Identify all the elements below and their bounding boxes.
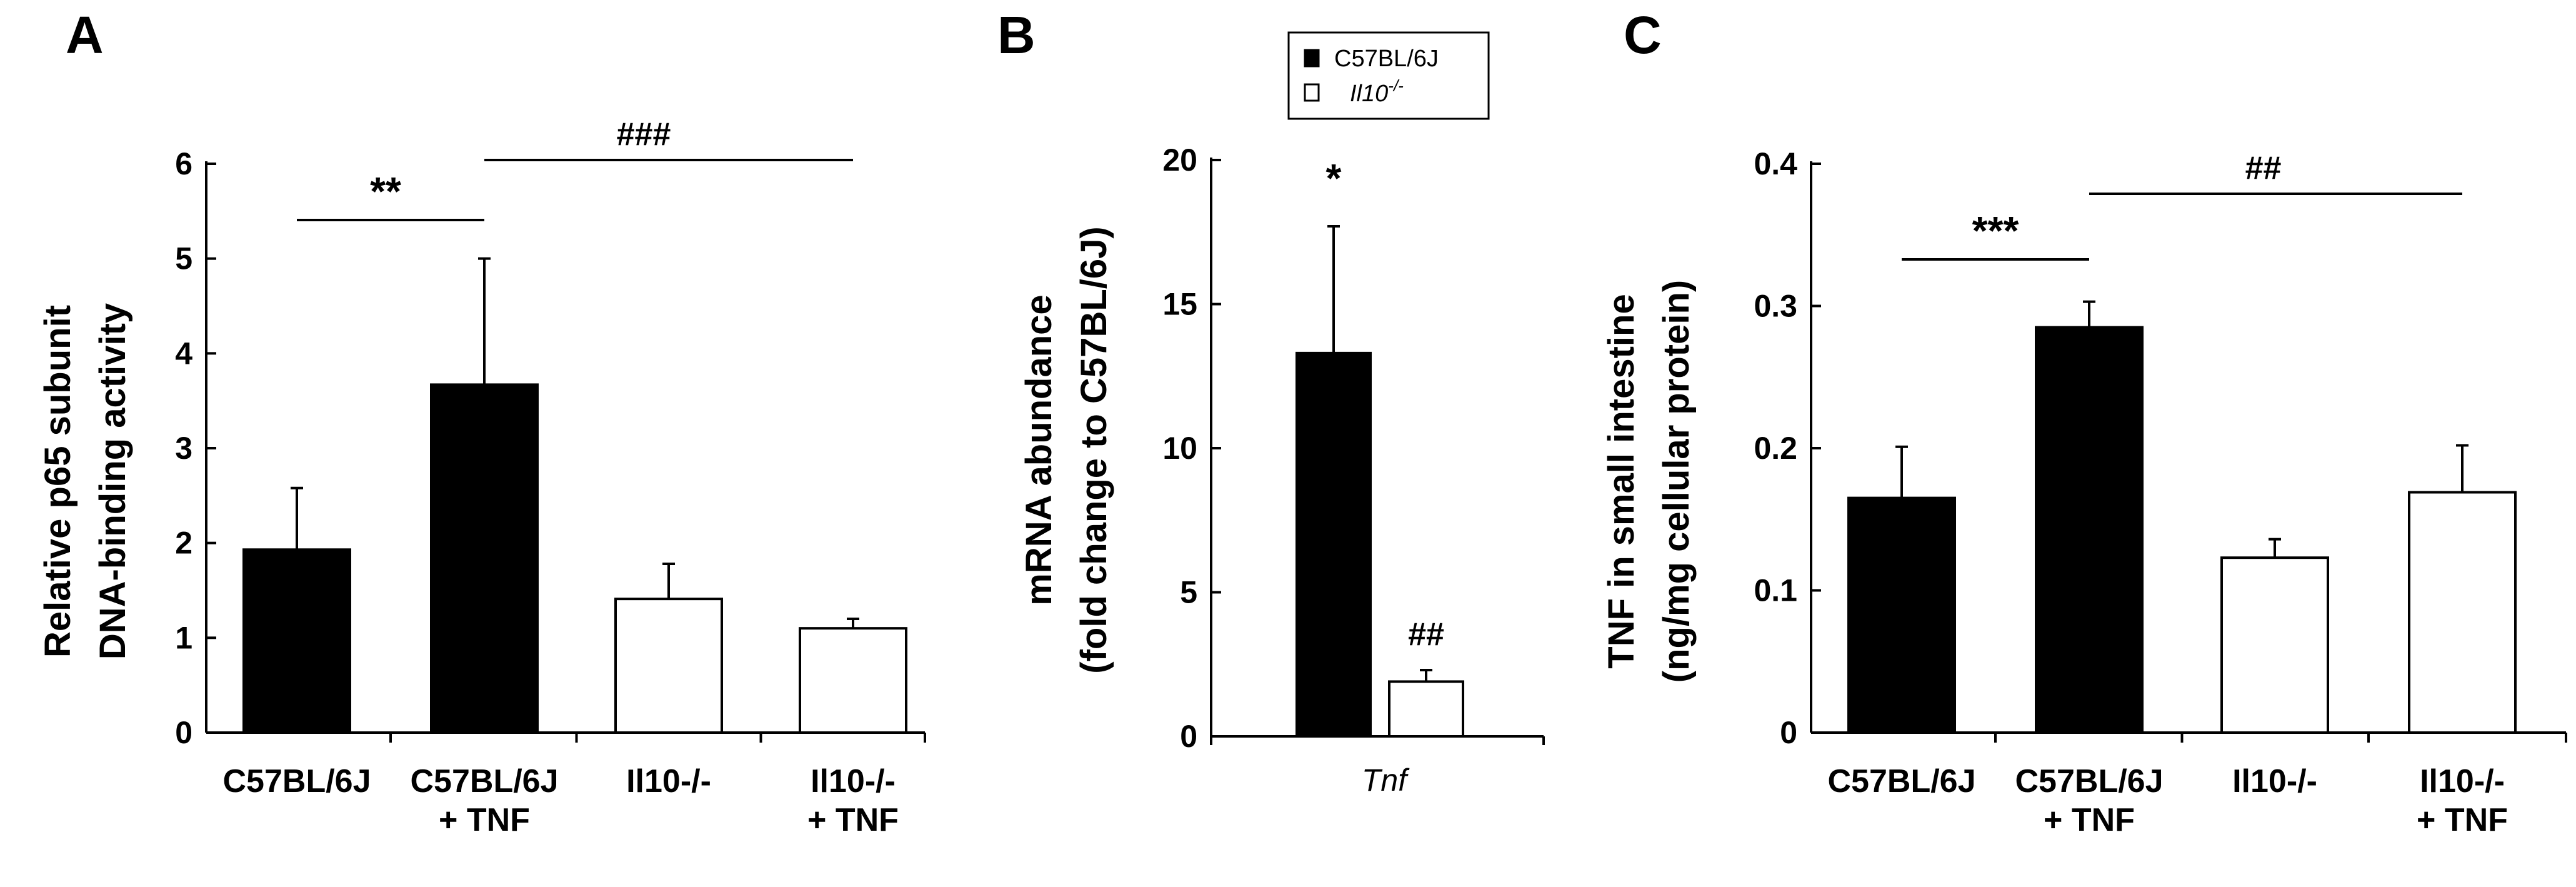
panel-a-category-label: C57BL/6J [223, 763, 371, 799]
panel-c-bar [2220, 556, 2329, 734]
legend-label-il10: Il10-/- [1350, 76, 1404, 107]
panel-c-ytick-label: 0.4 [1754, 146, 1797, 181]
panel-c-bar [1847, 496, 1956, 734]
panel-b-ytick-label: 0 [1180, 719, 1197, 754]
panel-a-bar [799, 627, 907, 734]
panel-b-legend: C57BL/6J Il10-/- [1287, 31, 1490, 120]
panel-b-marks: 0 5 10 15 20 * ## [1162, 143, 1545, 754]
panel-b-ytick-label: 10 [1162, 431, 1197, 466]
panel-c-ytick-label: 0.1 [1754, 573, 1797, 608]
panel-letter-c: C [1624, 6, 1662, 64]
panel-a: A Relative p65 subunit DNA-binding activ… [37, 6, 926, 838]
panel-b-xlabel: Tnf [1362, 763, 1410, 798]
panel-c-category-label: Il10-/- [2232, 763, 2317, 799]
panel-a-category-label: + TNF [439, 802, 530, 838]
legend-swatch-c57bl6j [1304, 49, 1320, 68]
panel-a-significance-label: ** [370, 169, 401, 214]
legend-swatch-il10 [1304, 83, 1320, 102]
panel-b-ylabel-line1: mRNA abundance [1019, 294, 1059, 605]
panel-b-ylabel-line2: (fold change to C57BL/6J) [1074, 226, 1114, 673]
panel-a-ylabel-line1: Relative p65 subunit [37, 305, 78, 658]
panel-c-ylabel-line1: TNF in small intestine [1601, 294, 1642, 668]
panel-c-bar [2035, 326, 2144, 734]
panel-c-category-label: Il10-/- [2420, 763, 2505, 799]
panel-letter-a: A [66, 6, 104, 64]
panel-c-category-label: C57BL/6J [1828, 763, 1976, 799]
panel-a-ytick-label: 6 [175, 146, 192, 181]
panel-a-category-label: Il10-/- [811, 763, 896, 799]
panel-b-annotation: ## [1408, 616, 1444, 653]
panel-b: B mRNA abundance (fold change to C57BL/6… [997, 6, 1545, 798]
legend-label-il10-base: Il10 [1350, 81, 1388, 107]
panel-c-ytick-label: 0.3 [1754, 289, 1797, 324]
panel-a-bar [614, 598, 723, 734]
panel-letter-b: B [997, 6, 1036, 64]
panel-a-ytick-label: 0 [175, 715, 192, 750]
panel-c: C TNF in small intestine (ng/mg cellular… [1601, 6, 2567, 838]
panel-b-bar [1388, 680, 1464, 738]
panel-b-ytick-label: 20 [1162, 143, 1197, 178]
panel-b-bar [1295, 351, 1372, 738]
panel-b-annotation: * [1326, 156, 1342, 201]
panel-a-bar [430, 383, 539, 734]
panel-a-ytick-label: 1 [175, 620, 192, 655]
legend-label-il10-superscript: -/- [1388, 76, 1404, 95]
panel-a-category-label: Il10-/- [626, 763, 711, 799]
panel-a-category-label: C57BL/6J [411, 763, 559, 799]
panel-c-category-label: C57BL/6J [2015, 763, 2164, 799]
panel-c-ylabel-line2: (ng/mg cellular protein) [1656, 280, 1697, 683]
panel-a-ytick-label: 3 [175, 431, 192, 466]
panel-b-ytick-label: 15 [1162, 287, 1197, 322]
legend-box [1287, 31, 1490, 120]
panel-a-bar [242, 548, 351, 734]
panel-a-ytick-label: 2 [175, 526, 192, 561]
panel-a-category-label: + TNF [807, 802, 899, 838]
panel-c-bar [2408, 491, 2517, 734]
panel-c-significance-label: *** [1972, 208, 2019, 253]
panel-a-ytick-label: 5 [175, 241, 192, 276]
panel-c-significance-label: ## [2245, 150, 2282, 186]
panel-c-category-label: + TNF [2417, 802, 2508, 838]
panel-c-ytick-label: 0 [1780, 715, 1797, 750]
panel-c-ytick-label: 0.2 [1754, 431, 1797, 466]
panel-a-ylabel-line2: DNA-binding activity [92, 303, 133, 659]
panel-b-ytick-label: 5 [1180, 575, 1197, 610]
panel-a-ytick-label: 4 [175, 336, 192, 371]
panel-a-significance-label: ### [617, 116, 671, 153]
panel-c-category-label: + TNF [2044, 802, 2135, 838]
legend-label-c57bl6j: C57BL/6J [1334, 46, 1439, 72]
